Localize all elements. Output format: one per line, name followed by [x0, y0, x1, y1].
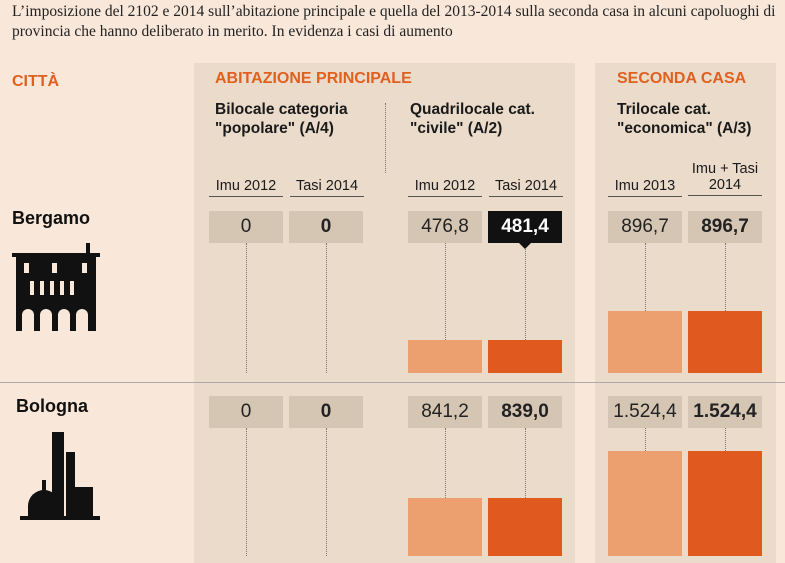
row-separator — [0, 382, 785, 383]
value-bar — [488, 498, 562, 556]
column-header: Imu 2012 — [209, 178, 283, 197]
value-box: 0 — [209, 396, 283, 428]
section-second-home: SECONDA CASA — [617, 70, 747, 87]
value-bar — [608, 311, 682, 373]
value-bar — [608, 450, 682, 556]
section-main-home: ABITAZIONE PRINCIPALE — [215, 70, 412, 87]
column-header: Tasi 2014 — [489, 178, 563, 197]
value-box: 839,0 — [488, 396, 562, 428]
value-bar — [488, 339, 562, 373]
value-box: 1.524,4 — [688, 396, 762, 428]
group-title: Trilocale cat. "economica" (A/3) — [617, 101, 752, 137]
leader-line — [445, 428, 446, 498]
value-box: 476,8 — [408, 211, 482, 243]
value-box: 481,4 — [488, 211, 562, 249]
column-header: Imu + Tasi 2014 — [688, 161, 762, 196]
leader-line — [725, 243, 726, 312]
value-box: 0 — [209, 211, 283, 243]
city-name: Bologna — [16, 396, 88, 416]
column-header: Imu 2012 — [408, 178, 482, 197]
column-header: Tasi 2014 — [290, 178, 364, 197]
leader-line — [525, 428, 526, 499]
leader-line — [645, 428, 646, 451]
bergamo-palazzo-icon — [12, 243, 100, 331]
group-title: Quadrilocale cat. "civile" (A/2) — [410, 101, 535, 137]
value-bar — [688, 450, 762, 556]
value-bar — [408, 340, 482, 373]
value-box: 0 — [289, 396, 363, 428]
leader-line — [246, 428, 247, 556]
value-bar — [688, 311, 762, 373]
value-box: 896,7 — [608, 211, 682, 243]
leader-line — [326, 428, 327, 556]
city-name: Bergamo — [12, 208, 91, 228]
intro-text: L’imposizione del 2102 e 2014 sull’abita… — [12, 3, 776, 40]
value-bar — [408, 497, 482, 556]
value-box: 896,7 — [688, 211, 762, 243]
leader-line — [246, 243, 247, 373]
city-header: CITTÀ — [12, 73, 60, 90]
leader-line — [525, 243, 526, 340]
value-box: 0 — [289, 211, 363, 243]
main-home-panel — [194, 63, 575, 563]
column-header: Imu 2013 — [608, 178, 682, 197]
leader-line — [645, 243, 646, 312]
bologna-towers-icon — [20, 432, 100, 520]
leader-line — [326, 243, 327, 373]
value-box: 1.524,4 — [608, 396, 682, 428]
value-box: 841,2 — [408, 396, 482, 428]
leader-line — [725, 428, 726, 451]
leader-line — [445, 243, 446, 341]
divider — [385, 103, 386, 173]
group-title: Bilocale categoria "popolare" (A/4) — [215, 101, 348, 137]
